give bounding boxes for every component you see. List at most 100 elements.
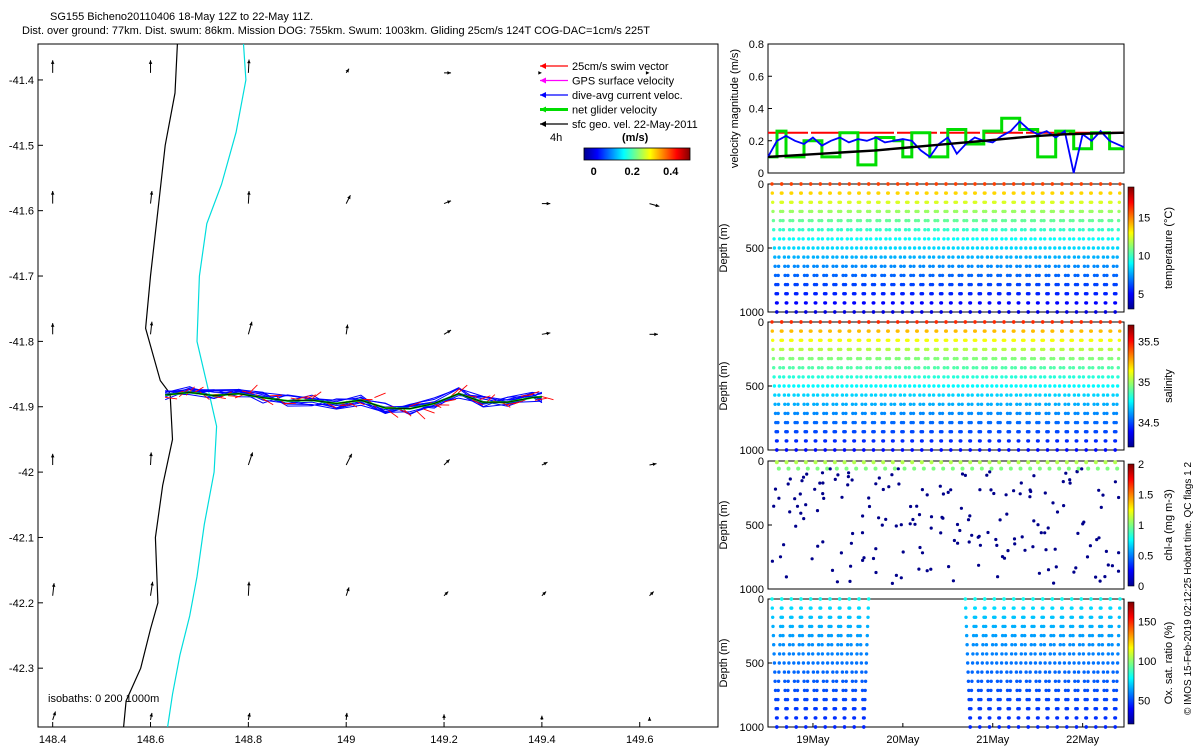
- profile-sample-up: [863, 402, 868, 406]
- profile-sample-down: [1109, 338, 1113, 342]
- profile-sample-down: [906, 200, 910, 204]
- profile-sample-up: [797, 356, 802, 361]
- profile-sample-up: [1037, 688, 1041, 693]
- profile-sample-down: [810, 209, 814, 214]
- profile-sample-down: [1032, 338, 1036, 342]
- swim-vector: [520, 394, 533, 397]
- map-y-tick-label: -42: [18, 467, 34, 479]
- profile-sample-up: [1065, 707, 1070, 711]
- profile-sample-up: [787, 652, 791, 656]
- geo-velocity-arrowhead: [50, 453, 55, 458]
- profile-sample-up: [1084, 310, 1088, 314]
- profile-sample-down: [1002, 329, 1006, 333]
- chl-sample-point: [917, 567, 921, 571]
- profile-sample-down: [802, 264, 806, 268]
- profile-sample-down: [1031, 597, 1035, 601]
- profile-sample-up: [816, 652, 820, 656]
- profile-sample-down: [1110, 375, 1115, 379]
- profile-sample-down: [1080, 347, 1085, 352]
- profile-sample-up: [959, 430, 963, 434]
- chl-sample-point: [908, 522, 912, 526]
- chl-sample-point: [899, 576, 903, 580]
- profile-sample-up: [902, 411, 906, 416]
- profile-sample-up: [834, 697, 838, 702]
- profile-sample-up: [804, 301, 808, 305]
- profile-sample-down: [1005, 688, 1010, 693]
- profile-sample-down: [1031, 191, 1036, 195]
- profile-sample-up: [787, 375, 791, 379]
- profile-sample-up: [865, 228, 869, 232]
- profile-sample-up: [891, 430, 896, 434]
- profile-sample-down: [945, 356, 950, 361]
- velocity-y-tick-label: 0.2: [749, 136, 764, 148]
- profile-sample-up: [1096, 237, 1101, 241]
- profile-sample-up: [989, 402, 993, 406]
- profile-sample-down: [984, 356, 988, 361]
- profile-sample-down: [781, 218, 785, 223]
- profile-sample-down: [1021, 597, 1025, 601]
- profile-sample-up: [950, 273, 954, 278]
- profile-sample-down: [888, 246, 893, 250]
- profile-sample-down: [1082, 661, 1086, 665]
- profile-sample-up: [960, 264, 964, 268]
- chl-sample-point: [1023, 548, 1027, 552]
- profile-sample-up: [1016, 310, 1021, 314]
- chl-sample-point: [851, 531, 855, 536]
- profile-sample-down: [1024, 679, 1029, 683]
- geo-velocity-arrowhead: [652, 462, 657, 466]
- profile-sample-down: [897, 218, 901, 223]
- profile-sample-up: [795, 688, 800, 693]
- profile-sample-down: [976, 393, 980, 397]
- chl-sample-point: [1055, 510, 1060, 514]
- profile-sample-down: [780, 200, 785, 204]
- profile-sample-up: [1018, 679, 1022, 683]
- profile-sample-down: [770, 182, 774, 186]
- profile-sample-down: [1051, 329, 1055, 333]
- profile-sample-up: [904, 356, 908, 361]
- profile-sample-down: [985, 237, 989, 241]
- profile-sample-down: [996, 688, 1000, 693]
- profile-sample-down: [1100, 624, 1104, 629]
- profile-sample-up: [1068, 633, 1073, 638]
- profile-sample-down: [994, 652, 999, 656]
- profile-sample-down: [1082, 246, 1086, 250]
- geo-velocity-arrowhead: [542, 591, 547, 596]
- chl-sample-point: [1018, 492, 1022, 496]
- profile-sample-down: [917, 246, 922, 250]
- profile-sample-down: [976, 670, 980, 674]
- profile-sample-down: [839, 228, 844, 232]
- chl-sample-point: [978, 543, 983, 547]
- profile-sample-down: [848, 338, 852, 342]
- chl-sample-point: [1101, 493, 1105, 497]
- profile-sample-up: [785, 707, 789, 711]
- profile-sample-down: [1100, 228, 1105, 232]
- profile-sample-up: [970, 402, 974, 406]
- profile-sample-up: [1017, 697, 1022, 702]
- geo-velocity-arrowhead: [348, 453, 352, 458]
- profile-sample-up: [853, 707, 857, 711]
- profile-sample-up: [852, 725, 856, 729]
- profile-sample-down: [967, 688, 971, 693]
- profile-sample-down: [1092, 264, 1096, 268]
- profile-sample-down: [986, 679, 990, 683]
- profile-sample-down: [1013, 366, 1018, 370]
- profile-sample-up: [990, 661, 994, 665]
- profile-sample-down: [1004, 661, 1009, 665]
- profile-sample-up: [1037, 402, 1042, 406]
- profile-sample-up: [1113, 301, 1118, 305]
- chl-sample-point: [894, 573, 899, 578]
- profile-sample-down: [993, 624, 998, 629]
- profile-sample-up: [1057, 255, 1061, 259]
- profile-sample-up: [825, 393, 829, 397]
- profile-sample-down: [867, 320, 871, 324]
- profile-sample-down: [850, 255, 854, 259]
- profile-sample-up: [1019, 643, 1024, 647]
- profile-sample-up: [826, 366, 830, 370]
- chl-sample-point: [805, 472, 809, 476]
- profile-sample-down: [1101, 661, 1105, 665]
- swim-vector: [457, 384, 468, 394]
- profile-sample-up: [951, 246, 955, 250]
- profile-sample-up: [786, 679, 790, 683]
- chl-sample-point: [850, 478, 854, 482]
- profile-sample-up: [1106, 246, 1110, 250]
